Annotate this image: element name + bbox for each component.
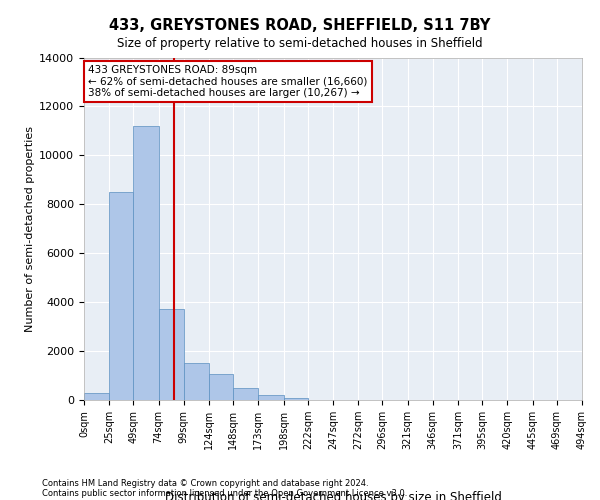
Bar (284, 398, 308, 400)
Bar (133, 126, 158, 400)
Y-axis label: Number of semi-detached properties: Number of semi-detached properties (25, 126, 35, 332)
Text: 433, GREYSTONES ROAD, SHEFFIELD, S11 7BY: 433, GREYSTONES ROAD, SHEFFIELD, S11 7BY (109, 18, 491, 32)
Text: Size of property relative to semi-detached houses in Sheffield: Size of property relative to semi-detach… (117, 38, 483, 51)
Bar (109, 192, 133, 400)
Bar (184, 364, 209, 400)
Text: 433 GREYSTONES ROAD: 89sqm
← 62% of semi-detached houses are smaller (16,660)
38: 433 GREYSTONES ROAD: 89sqm ← 62% of semi… (88, 65, 367, 98)
Text: Contains public sector information licensed under the Open Government Licence v3: Contains public sector information licen… (42, 488, 407, 498)
Bar (84, 392, 109, 400)
Text: Contains HM Land Registry data © Crown copyright and database right 2024.: Contains HM Land Registry data © Crown c… (42, 478, 368, 488)
Bar (233, 388, 259, 400)
Bar (259, 395, 284, 400)
Bar (158, 310, 184, 400)
X-axis label: Distribution of semi-detached houses by size in Sheffield: Distribution of semi-detached houses by … (164, 491, 502, 500)
Bar (209, 374, 233, 400)
